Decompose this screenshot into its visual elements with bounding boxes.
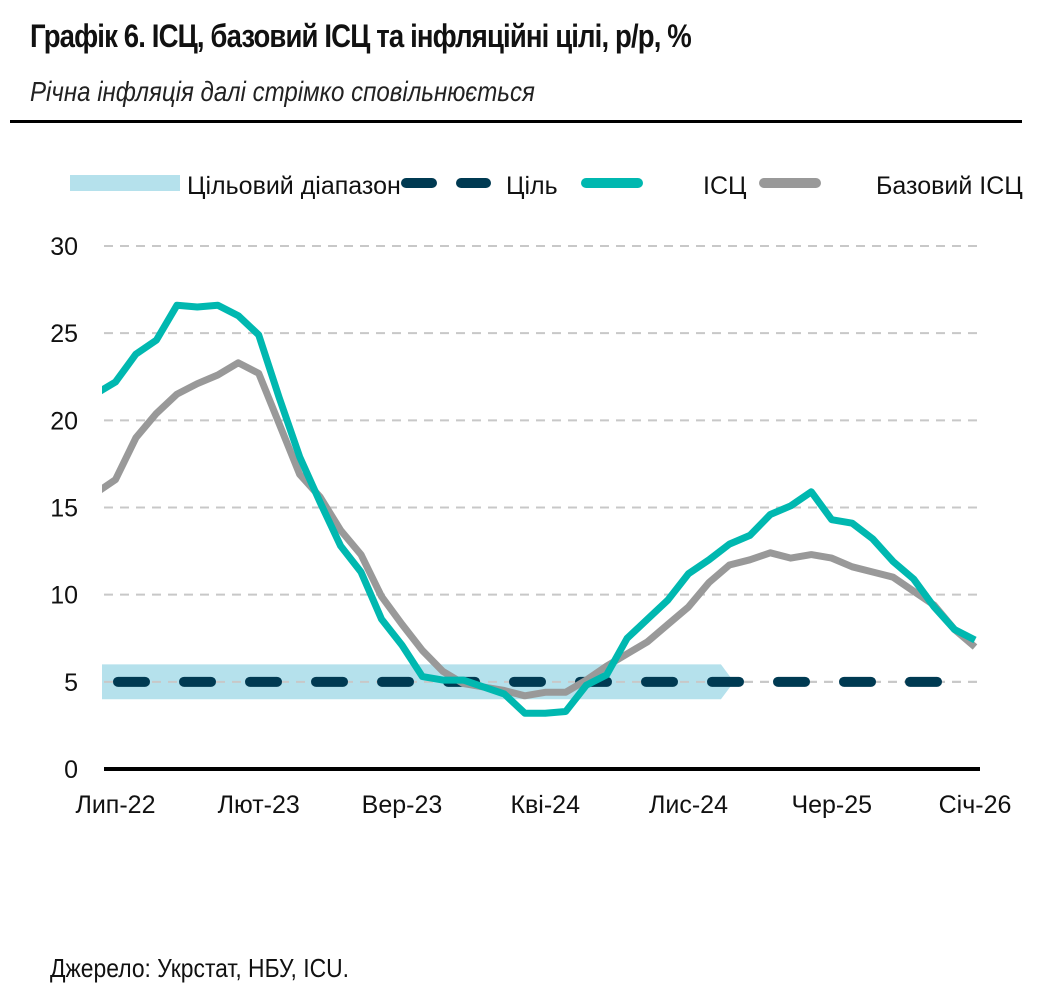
chart-title: Графік 6. ІСЦ, базовий ІСЦ та інфляційні… <box>30 18 692 54</box>
legend-label-range: Цільовий діапазон <box>187 172 401 200</box>
y-tick-label: 5 <box>64 669 78 697</box>
x-tick-label: Січ-26 <box>939 791 1012 819</box>
cpi-line <box>102 301 977 717</box>
source-note: Джерело: Укрстат, НБУ, ICU. <box>50 953 350 983</box>
x-tick-label: Кві-24 <box>510 791 580 819</box>
y-tick-label: 20 <box>50 407 78 435</box>
x-tick-label: Чер-25 <box>791 791 872 819</box>
x-tick-label: Лис-24 <box>649 791 728 819</box>
x-tick-label: Вер-23 <box>362 791 443 819</box>
legend-label-cpi: ІСЦ <box>703 172 747 200</box>
gridlines <box>104 245 980 683</box>
core-cpi-line <box>102 359 978 700</box>
y-tick-label: 10 <box>50 582 78 610</box>
y-tick-label: 25 <box>50 320 78 348</box>
target-range-area <box>102 664 734 700</box>
title-divider <box>10 120 1022 123</box>
legend: Цільовий діапазон Ціль ІСЦ Базовий ІСЦ <box>70 172 1023 200</box>
y-tick-label: 30 <box>50 233 78 261</box>
y-tick-label: 0 <box>64 756 78 784</box>
x-axis-ticks: Лип-22 Лют-23 Вер-23 Кві-24 Лис-24 Чер-25 Січ-… <box>75 791 1011 819</box>
chart-subtitle: Річна інфляція далі стрімко сповільнюєть… <box>30 76 535 107</box>
legend-label-target: Ціль <box>506 172 558 200</box>
x-tick-label: Лют-23 <box>218 791 300 819</box>
series-lines <box>102 301 978 717</box>
y-axis-ticks: 0 5 10 15 20 25 30 <box>50 233 78 784</box>
target-range-band <box>102 664 734 700</box>
y-tick-label: 15 <box>50 495 78 523</box>
legend-swatch-range <box>70 175 180 191</box>
x-tick-label: Лип-22 <box>75 791 155 819</box>
legend-label-core: Базовий ІСЦ <box>876 172 1023 200</box>
